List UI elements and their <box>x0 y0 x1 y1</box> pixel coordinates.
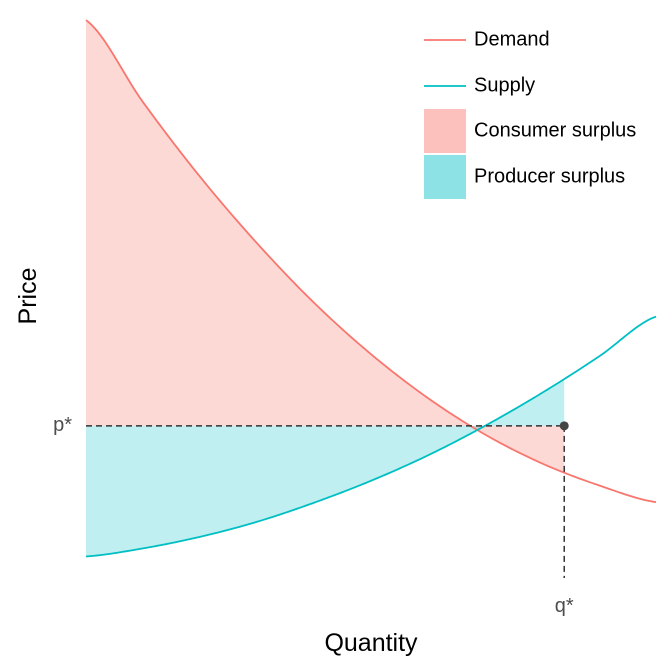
legend-label-producer-surplus: Producer surplus <box>474 165 625 187</box>
x-axis-title: Quantity <box>324 629 418 657</box>
legend-label-consumer-surplus: Consumer surplus <box>474 119 636 141</box>
p-star-tick-label: p* <box>53 414 72 436</box>
consumer-surplus-area <box>86 20 565 473</box>
legend-key-producer-surplus <box>424 155 466 199</box>
legend-label-supply: Supply <box>474 74 535 96</box>
tick-labels: p* q* <box>53 414 574 617</box>
producer-surplus-area <box>86 379 565 557</box>
y-axis-title: Price <box>14 268 42 325</box>
surplus-areas <box>86 20 565 557</box>
equilibrium-guides <box>86 421 569 578</box>
demand-line <box>85 19 657 504</box>
legend: Demand Supply Consumer surplus Producer sur… <box>424 28 636 199</box>
legend-label-demand: Demand <box>474 28 550 50</box>
legend-key-consumer-surplus <box>424 109 466 153</box>
q-star-tick-label: q* <box>555 595 574 617</box>
curve-lines <box>85 19 657 558</box>
supply-line <box>85 315 657 558</box>
equilibrium-point <box>559 421 569 431</box>
